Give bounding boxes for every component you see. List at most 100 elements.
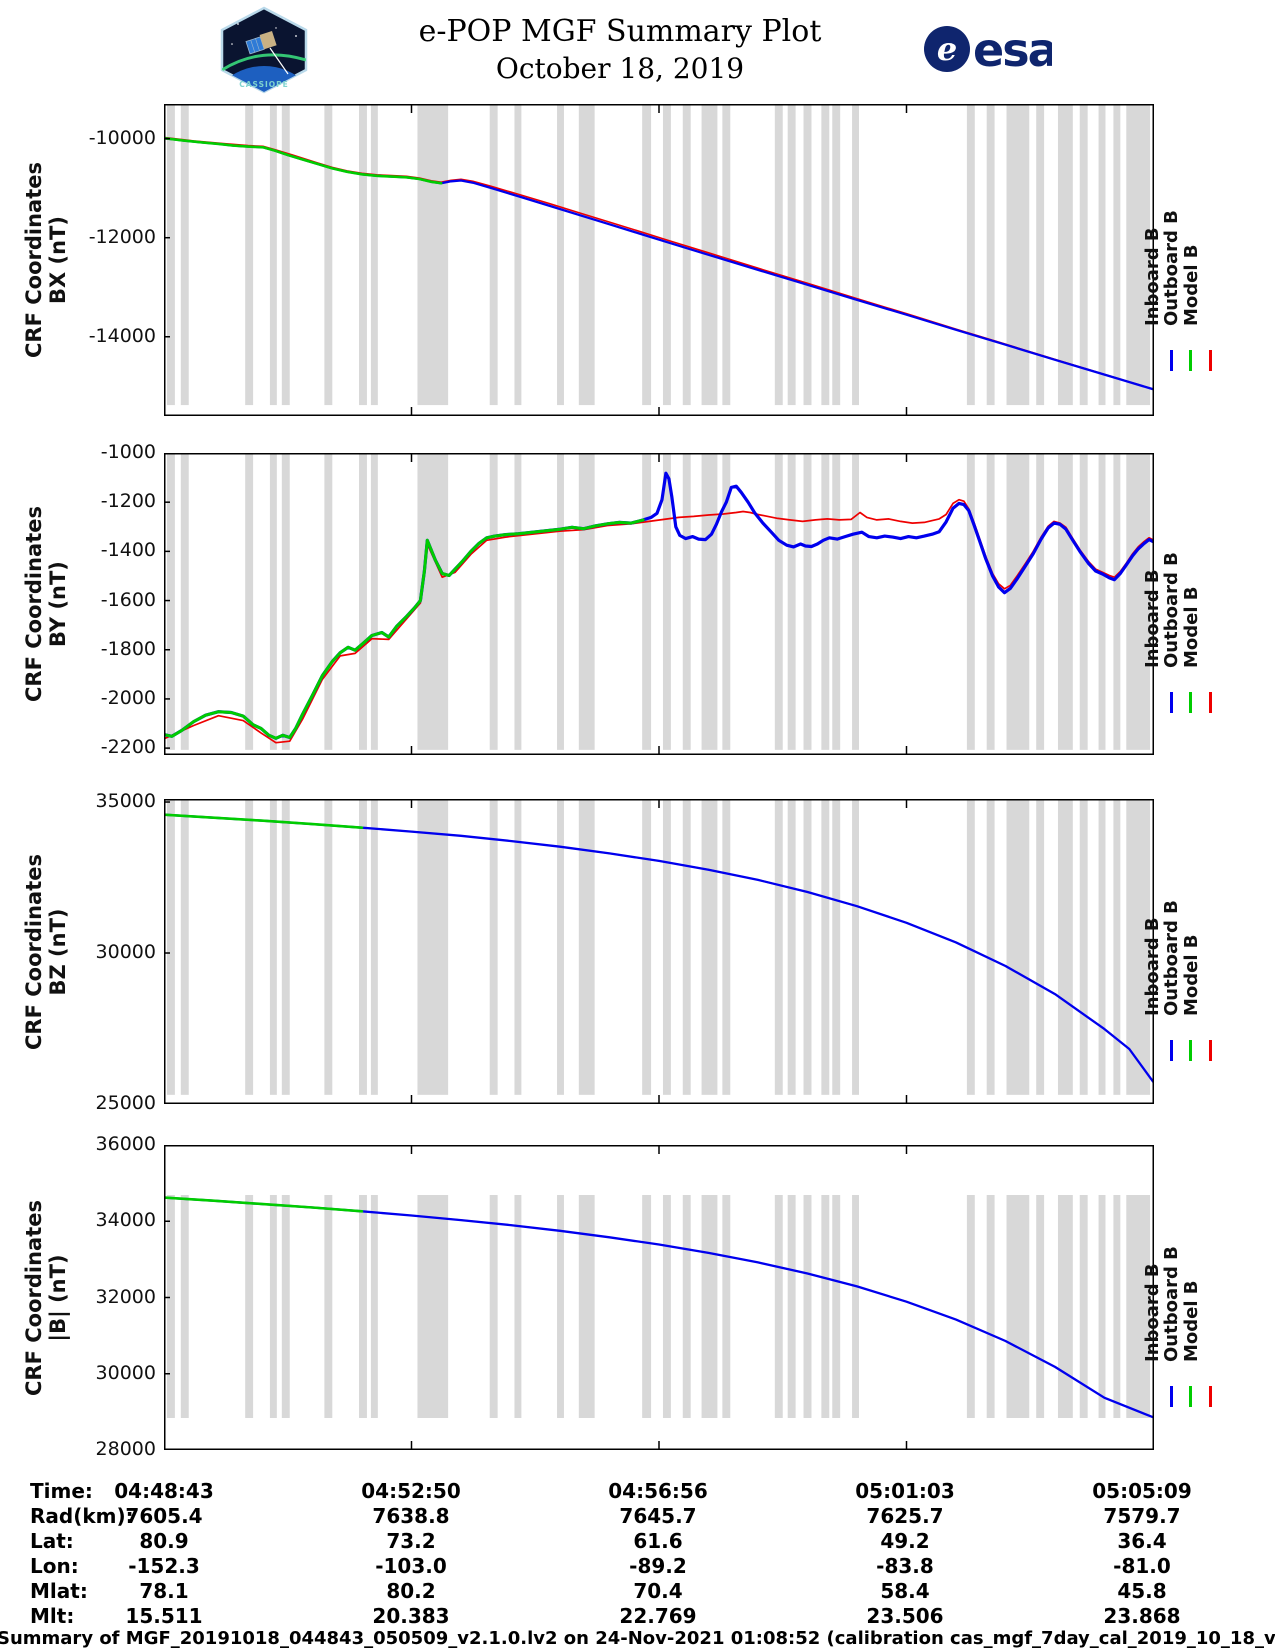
esa-wordmark: esa: [973, 23, 1052, 76]
table-row-label: Mlat:: [30, 1579, 88, 1603]
data-gap-band: [1098, 104, 1106, 406]
y-tick-label: 28000: [95, 1438, 156, 1460]
data-gap-band: [722, 1195, 731, 1418]
data-gap-band: [180, 799, 189, 1095]
y-tick-label: 35000: [95, 790, 156, 813]
legend-line-sample: [1209, 350, 1212, 372]
data-gap-band: [803, 799, 812, 1095]
data-gap-band: [852, 1195, 859, 1418]
table-cell: 73.2: [386, 1529, 436, 1553]
y-axis-label-line2: BX (nT): [46, 216, 70, 304]
data-gap-band: [966, 104, 975, 406]
data-gap-band: [682, 1195, 691, 1418]
data-gap-band: [852, 799, 859, 1095]
series-model-b: [164, 136, 1154, 391]
table-cell: -152.3: [128, 1554, 200, 1578]
svg-text:e: e: [937, 30, 957, 68]
data-gap-band: [417, 104, 449, 406]
table-cell: 7645.7: [619, 1504, 697, 1528]
data-gap-band: [722, 799, 731, 1095]
y-tick-label: 36000: [95, 1133, 156, 1155]
data-gap-band: [1113, 104, 1121, 406]
data-gap-band: [1079, 1195, 1088, 1418]
series-inboard-b: [164, 1196, 1154, 1419]
data-gap-band: [489, 104, 498, 406]
data-gap-band: [774, 1195, 783, 1418]
series-model-b: [164, 498, 1154, 744]
table-row-label: Time:: [30, 1479, 93, 1503]
legend-line-sample: [1170, 1039, 1173, 1061]
legend-line-sample: [1209, 691, 1212, 713]
data-gap-band: [821, 799, 830, 1095]
data-gap-band: [180, 104, 189, 406]
table-cell: 80.9: [139, 1529, 189, 1553]
legend-label-model-b: Model B: [1181, 1280, 1202, 1363]
data-gap-band: [269, 799, 277, 1095]
data-gap-band: [1098, 799, 1106, 1095]
y-tick-label: -12000: [88, 225, 156, 248]
data-gap-band: [180, 453, 189, 750]
data-gap-band: [514, 799, 522, 1095]
data-gap-band: [1036, 104, 1045, 406]
y-tick-label: 25000: [95, 1092, 156, 1114]
y-axis-label: CRF Coordinates BZ (nT): [22, 854, 70, 1050]
data-gap-band: [489, 453, 498, 750]
data-gap-band: [324, 799, 333, 1095]
table-cell: 78.1: [139, 1579, 189, 1603]
data-gap-band: [1098, 453, 1106, 750]
legend-label-outboard-b: Outboard B: [1161, 1246, 1182, 1363]
table-cell: 04:52:50: [361, 1479, 461, 1503]
data-gap-band: [662, 104, 671, 406]
series-outboard-b: [164, 813, 364, 830]
y-axis-label-line1: CRF Coordinates: [22, 162, 46, 358]
data-gap-band: [269, 1195, 277, 1418]
legend-line-sample: [1209, 1039, 1212, 1061]
data-gap-band: [578, 104, 595, 406]
data-gap-band: [701, 1195, 718, 1418]
data-gap-band: [1006, 1195, 1030, 1418]
y-tick-label: -1400: [100, 539, 156, 562]
data-gap-band: [966, 453, 975, 750]
data-gap-band: [1126, 104, 1151, 406]
data-gap-band: [832, 799, 841, 1095]
table-cell: 23.506: [866, 1604, 944, 1628]
data-gap-band: [359, 104, 367, 406]
y-tick-label: -2000: [100, 686, 156, 709]
data-gap-band: [774, 799, 783, 1095]
data-gap-band: [417, 453, 449, 750]
data-gap-band: [245, 453, 254, 750]
series-inboard-b: [164, 471, 1154, 740]
data-gap-band: [166, 799, 175, 1095]
data-gap-band: [269, 453, 277, 750]
esa-logo-icon: e esa: [922, 23, 1052, 76]
data-gap-band: [245, 104, 254, 406]
panel-by: [164, 453, 1154, 755]
y-axis-label-line2: BZ (nT): [46, 908, 70, 996]
data-gap-band: [1113, 799, 1121, 1095]
legend-label-outboard-b: Outboard B: [1161, 210, 1182, 327]
data-gap-band: [682, 104, 691, 406]
data-gap-band: [269, 104, 277, 406]
data-gap-band: [803, 1195, 812, 1418]
table-cell: 04:56:56: [608, 1479, 708, 1503]
panel-border: [164, 799, 1154, 1104]
data-gap-band: [774, 104, 783, 406]
data-gap-band: [1057, 799, 1073, 1095]
data-gap-band: [821, 1195, 830, 1418]
series-outboard-b: [164, 136, 443, 185]
data-gap-band: [245, 1195, 254, 1418]
data-gap-band: [821, 453, 830, 750]
data-gap-band: [166, 453, 175, 750]
y-tick-label: -1000: [100, 441, 156, 463]
y-axis-label: CRF Coordinates BY (nT): [22, 506, 70, 702]
y-tick-label: 32000: [95, 1285, 156, 1308]
data-gap-band: [832, 453, 841, 750]
table-cell: 7605.4: [125, 1504, 203, 1528]
data-gap-band: [324, 453, 333, 750]
legend-label-model-b: Model B: [1181, 934, 1202, 1017]
data-gap-band: [370, 1195, 378, 1418]
patch-label: CASSIOPE: [239, 80, 289, 89]
data-gap-band: [787, 1195, 796, 1418]
data-gap-band: [166, 104, 175, 406]
